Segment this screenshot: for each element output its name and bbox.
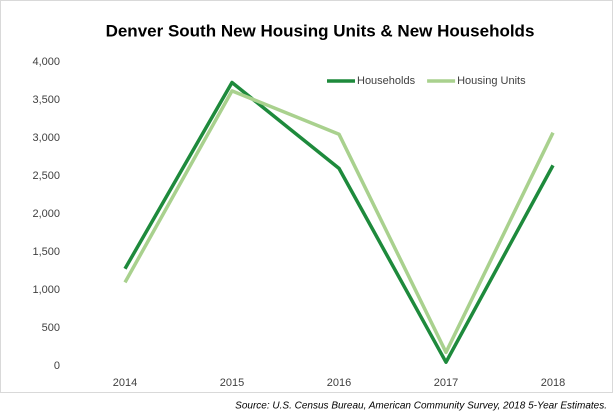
series-line bbox=[123, 80, 555, 364]
series-line bbox=[123, 89, 555, 355]
y-tick-label: 1,500 bbox=[32, 246, 60, 258]
y-tick-label: 2,500 bbox=[32, 170, 60, 182]
x-tick-label: 2016 bbox=[327, 377, 351, 389]
x-tick-label: 2018 bbox=[541, 377, 565, 389]
chart-border bbox=[0, 0, 613, 393]
y-tick-label: 2,000 bbox=[32, 208, 60, 220]
x-tick-label: 2014 bbox=[113, 377, 137, 389]
legend-label: Households bbox=[357, 75, 416, 87]
y-tick-label: 3,500 bbox=[32, 94, 60, 106]
y-tick-label: 3,000 bbox=[32, 132, 60, 144]
y-tick-label: 500 bbox=[42, 322, 60, 334]
x-tick-label: 2017 bbox=[434, 377, 458, 389]
x-tick-label: 2015 bbox=[220, 377, 244, 389]
y-tick-label: 1,000 bbox=[32, 284, 60, 296]
source-note: Source: U.S. Census Bureau, American Com… bbox=[235, 401, 607, 412]
y-tick-label: 0 bbox=[54, 360, 60, 372]
chart-title: Denver South New Housing Units & New Hou… bbox=[106, 21, 535, 40]
legend-label: Housing Units bbox=[457, 75, 526, 87]
y-tick-label: 4,000 bbox=[32, 56, 60, 68]
